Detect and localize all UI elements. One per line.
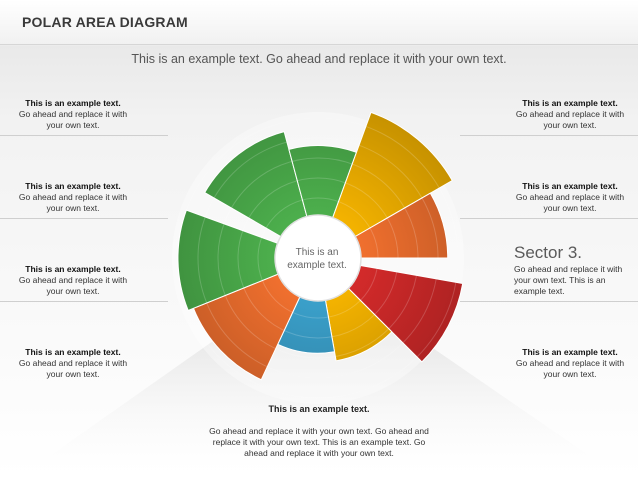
left-text-block-2: This is an example text. Go ahead and re… <box>13 181 133 214</box>
right-divider-1 <box>460 135 638 136</box>
bottom-heading: This is an example text. <box>268 404 370 414</box>
right-text-block-1: This is an example text. Go ahead and re… <box>510 98 630 131</box>
left-block-3-bold: This is an example text. <box>25 264 121 274</box>
sector-callout-text: Go ahead and replace it with your own te… <box>514 264 623 296</box>
right-text-block-3: This is an example text. Go ahead and re… <box>510 347 630 380</box>
left-block-2-text: Go ahead and replace it with your own te… <box>18 192 128 213</box>
left-divider-3 <box>0 301 168 302</box>
ring-guide-2 <box>237 177 399 339</box>
right-text-block-2: This is an example text. Go ahead and re… <box>510 181 630 214</box>
bottom-text: Go ahead and replace it with your own te… <box>209 426 429 458</box>
ring-group <box>177 117 459 399</box>
right-divider-3 <box>460 301 638 302</box>
ring-guide-3 <box>217 157 419 359</box>
left-block-4-bold: This is an example text. <box>25 347 121 357</box>
left-divider-1 <box>0 135 168 136</box>
left-text-block-1: This is an example text. Go ahead and re… <box>13 98 133 131</box>
left-block-3-text: Go ahead and replace it with your own te… <box>18 275 128 296</box>
right-block-1-text: Go ahead and replace it with your own te… <box>515 109 625 130</box>
right-block-3-text: Go ahead and replace it with your own te… <box>515 358 625 379</box>
right-block-1-bold: This is an example text. <box>522 98 618 108</box>
right-divider-2 <box>460 218 638 219</box>
header-bar: POLAR AREA DIAGRAM <box>0 0 638 45</box>
left-block-1-text: Go ahead and replace it with your own te… <box>18 109 128 130</box>
ring-guide-1 <box>257 197 379 319</box>
page-title: POLAR AREA DIAGRAM <box>22 14 188 30</box>
left-text-block-3: This is an example text. Go ahead and re… <box>13 264 133 297</box>
left-block-4-text: Go ahead and replace it with your own te… <box>18 358 128 379</box>
left-block-1-bold: This is an example text. <box>25 98 121 108</box>
ring-guide-4 <box>197 137 439 379</box>
subtitle: This is an example text. Go ahead and re… <box>131 52 507 66</box>
ring-guide-5 <box>177 117 459 399</box>
right-block-2-bold: This is an example text. <box>522 181 618 191</box>
left-text-block-4: This is an example text. Go ahead and re… <box>13 347 133 380</box>
sector-callout-heading: Sector 3. <box>514 243 583 262</box>
floor-shadow <box>30 322 610 470</box>
center-label: This is an example text. <box>287 247 347 271</box>
left-block-2-bold: This is an example text. <box>25 181 121 191</box>
right-block-3-bold: This is an example text. <box>522 347 618 357</box>
left-divider-2 <box>0 218 168 219</box>
right-block-2-text: Go ahead and replace it with your own te… <box>515 192 625 213</box>
center-circle <box>274 214 362 302</box>
